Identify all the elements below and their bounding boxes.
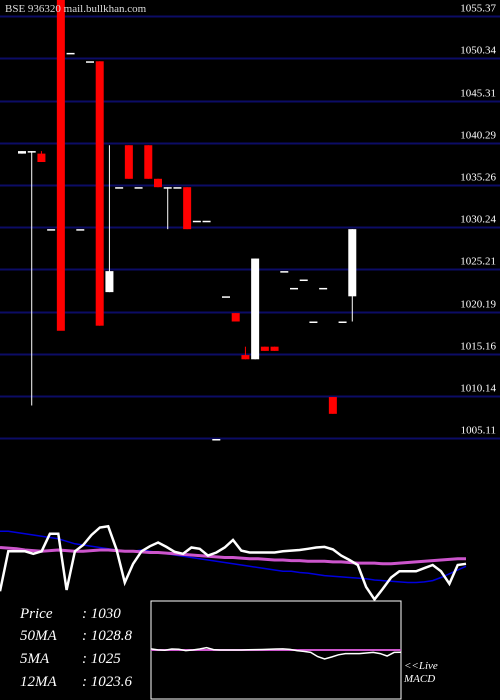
y-tick-label: 1030.24 — [460, 214, 496, 226]
info-label: 12MA — [20, 674, 57, 690]
info-value: : 1030 — [82, 606, 121, 622]
info-ma12: 12MA : 1023.6 — [20, 674, 132, 691]
candle-body — [173, 187, 182, 189]
candle-body — [47, 229, 56, 231]
candle-body — [163, 187, 172, 189]
macd-label: MACD — [404, 673, 436, 685]
live-macd-label: <<Live MACD — [404, 660, 438, 686]
y-tick-label: 1050.34 — [460, 45, 496, 57]
candle-body — [309, 321, 318, 323]
live-label: <<Live — [404, 660, 438, 672]
candle-body — [270, 346, 279, 351]
candle-body — [27, 151, 36, 153]
candle-body — [290, 287, 298, 290]
candle-body — [76, 229, 85, 231]
candle-body — [66, 52, 75, 55]
info-value: : 1023.6 — [82, 674, 132, 690]
y-tick-label: 1025.21 — [460, 256, 496, 268]
info-value: : 1025 — [82, 651, 121, 667]
candle-body — [328, 397, 337, 414]
candle-body — [338, 321, 347, 323]
y-tick-label: 1045.31 — [460, 88, 496, 100]
info-label: Price — [20, 606, 53, 622]
grid-lines — [0, 15, 500, 440]
candle-body — [222, 296, 230, 298]
candle-body — [154, 178, 162, 188]
y-tick-label: 1015.16 — [460, 341, 496, 353]
candle-body — [251, 258, 260, 360]
info-value: : 1028.8 — [82, 628, 132, 644]
y-tick-label: 1040.29 — [460, 130, 496, 142]
candle-body — [144, 145, 153, 179]
info-label: 50MA — [20, 628, 57, 644]
candle-body — [105, 271, 114, 293]
macd-panel — [0, 524, 467, 602]
candle-body — [134, 187, 143, 189]
info-label: 5MA — [20, 651, 50, 667]
candle-body — [299, 279, 308, 282]
candle-body — [86, 61, 94, 63]
mini-macd-line — [150, 646, 402, 660]
y-tick-label: 1005.11 — [461, 425, 496, 437]
y-axis-labels: 1055.37 1050.34 1045.31 1040.29 1035.26 1030.… — [460, 3, 496, 437]
info-ma50: 50MA : 1028.8 — [20, 628, 132, 645]
candle-body — [280, 271, 289, 273]
info-price: Price : 1030 — [20, 606, 121, 623]
info-ma5: 5MA : 1025 — [20, 651, 121, 668]
candle-body — [212, 439, 221, 441]
macd-ma-line — [0, 546, 466, 566]
candle-body — [115, 187, 124, 189]
y-tick-label: 1055.37 — [460, 3, 496, 15]
candles — [18, 0, 357, 441]
candle-body — [260, 346, 269, 351]
candle-body — [95, 61, 104, 326]
mini-macd-lines — [150, 646, 402, 660]
chart-source-title: BSE 936320 mail.bullkhan.com — [5, 3, 147, 15]
candle-body — [348, 229, 357, 297]
y-tick-label: 1010.14 — [460, 383, 496, 395]
candle-body — [192, 220, 201, 223]
candle-body — [319, 287, 328, 290]
macd-line — [0, 524, 467, 602]
candle-body — [56, 0, 65, 331]
candle-body — [241, 355, 250, 360]
candle-body — [183, 187, 192, 230]
y-tick-label: 1035.26 — [460, 172, 496, 184]
y-tick-label: 1020.19 — [460, 299, 496, 311]
candle-body — [18, 151, 26, 154]
candle-body — [124, 145, 133, 179]
candle-body — [37, 153, 46, 163]
candle-body — [202, 220, 211, 223]
candle-body — [231, 313, 240, 322]
